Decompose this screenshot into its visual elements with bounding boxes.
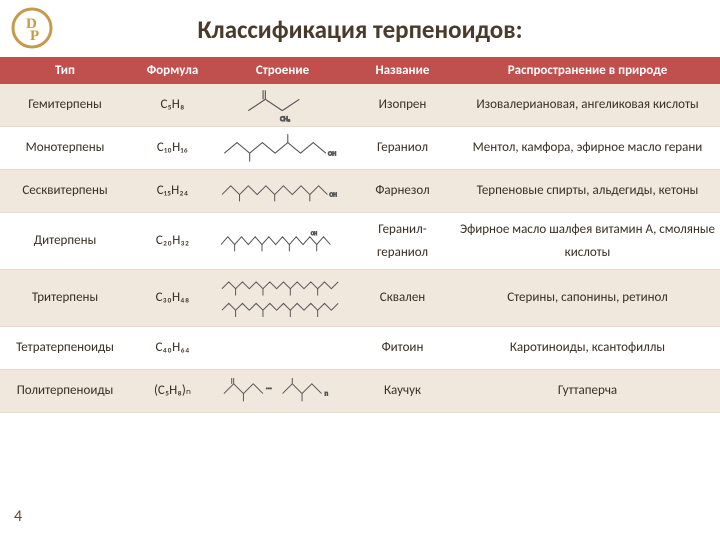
cell-distribution: Терпеновые спирты, альдегиды, кетоны [455,170,720,213]
table-row: Тетратерпеноиды C₄₀H₆₄ Фитоин Каротиноид… [0,327,720,370]
svg-text:OH: OH [329,191,337,199]
cell-type: Политерпеноиды [0,370,130,413]
cell-name: Каучук [350,370,455,413]
cell-type: Монотерпены [0,127,130,170]
cell-type: Тетратерпеноиды [0,327,130,370]
cell-formula: C₅H₈ [130,84,215,127]
cell-formula: C₃₀H₄₈ [130,270,215,327]
page-number: 4 [14,507,22,526]
cell-formula: C₄₀H₆₄ [130,327,215,370]
cell-distribution: Стерины, сапонины, ретинол [455,270,720,327]
logo-icon: D P [10,6,54,50]
table-header-row: Тип Формула Строение Название Распростра… [0,57,720,84]
cell-distribution: Эфирное масло шалфея витамин А, смоляные… [455,213,720,270]
cell-formula: C₁₀H₁₆ [130,127,215,170]
cell-structure: OH [215,170,350,213]
cell-name: Фарнезол [350,170,455,213]
col-header-structure: Строение [215,57,350,84]
cell-formula: C₂₀H₃₂ [130,213,215,270]
cell-name: Геранил-гераниол [350,213,455,270]
cell-distribution: Ментол, камфора, эфирное масло герани [455,127,720,170]
col-header-type: Тип [0,57,130,84]
cell-formula: (C₅H₈)ₙ [130,370,215,413]
svg-text:OH: OH [311,231,317,237]
table-row: Политерпеноиды (C₅H₈)ₙ n ··· Каучук Гутт… [0,370,720,413]
table-row: Гемитерпены C₅H₈ CH₃ Изопрен Изовалериан… [0,84,720,127]
cell-distribution: Гуттаперча [455,370,720,413]
table-row: Тритерпены C₃₀H₄₈ Сквален Стерины, сапон… [0,270,720,327]
classification-table: Тип Формула Строение Название Распростра… [0,57,720,413]
cell-type: Сесквитерпены [0,170,130,213]
page-title: Классификация терпеноидов: [0,0,720,57]
cell-structure: n ··· [215,370,350,413]
svg-text:P: P [30,28,39,44]
cell-name: Гераниол [350,127,455,170]
cell-type: Гемитерпены [0,84,130,127]
cell-name: Изопрен [350,84,455,127]
svg-text:CH₃: CH₃ [280,115,290,122]
svg-text:OH: OH [328,149,336,157]
svg-text:···: ··· [266,385,272,394]
cell-distribution: Каротиноиды, ксантофиллы [455,327,720,370]
cell-name: Фитоин [350,327,455,370]
cell-structure: OH [215,127,350,170]
col-header-distribution: Распространение в природе [455,57,720,84]
cell-distribution: Изовалериановая, ангеликовая кислоты [455,84,720,127]
col-header-formula: Формула [130,57,215,84]
table-row: Сесквитерпены C₁₅H₂₄ OH Фарнезол Терпено… [0,170,720,213]
cell-structure [215,327,350,370]
cell-structure [215,270,350,327]
cell-type: Дитерпены [0,213,130,270]
col-header-name: Название [350,57,455,84]
cell-type: Тритерпены [0,270,130,327]
table-row: Монотерпены C₁₀H₁₆ OH Гераниол Ментол, к… [0,127,720,170]
cell-name: Сквален [350,270,455,327]
svg-text:n: n [324,389,328,398]
cell-structure: OH [215,213,350,270]
cell-formula: C₁₅H₂₄ [130,170,215,213]
table-row: Дитерпены C₂₀H₃₂ OH Геранил-гераниол Эфи… [0,213,720,270]
cell-structure: CH₃ [215,84,350,127]
